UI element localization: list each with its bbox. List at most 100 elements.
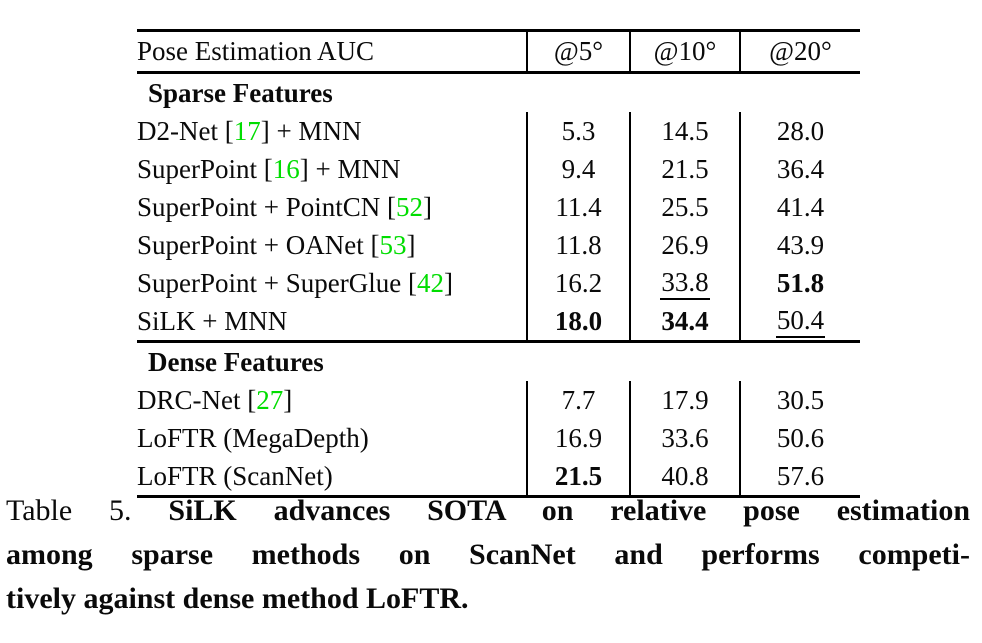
caption-text-bold: SiLK advances SOTA on relative pose esti… — [168, 494, 971, 527]
table-row-loftr-megadepth: LoFTR (MegaDepth) 16.9 33.6 50.6 — [137, 419, 860, 457]
caption-line-1: Table 5. SiLK advances SOTA on relative … — [6, 489, 970, 533]
value-cell-auc20: 51.8 — [739, 264, 860, 302]
method-cell: SuperPoint + OANet [53] — [137, 226, 527, 264]
auc20-value: 43.9 — [776, 229, 825, 260]
value-cell-auc10: 17.9 — [629, 381, 740, 419]
value-cell-auc5: 5.3 — [526, 112, 630, 150]
auc5-value: 16.9 — [554, 422, 603, 453]
auc10-value: 14.5 — [661, 115, 709, 146]
auc20-value: 30.5 — [776, 384, 825, 415]
value-cell-auc20: 50.6 — [739, 419, 860, 457]
citation-link-42[interactable]: 42 — [416, 267, 444, 298]
auc10-value-bold: 34.4 — [661, 305, 709, 336]
value-cell-auc10: 34.4 — [629, 302, 740, 342]
section-header-sparse-features: Sparse Features — [137, 73, 860, 113]
auc20-value: 57.6 — [776, 460, 825, 491]
method-cell: DRC-Net [27] — [137, 381, 527, 419]
auc5-value: 9.4 — [561, 153, 596, 184]
table-row-drcnet: DRC-Net [27] 7.7 17.9 30.5 — [137, 381, 860, 419]
method-cell: SuperPoint [16] + MNN — [137, 150, 527, 188]
value-cell-auc10: 21.5 — [629, 150, 740, 188]
caption-table-number: Table 5. — [6, 494, 132, 527]
value-cell-auc10: 25.5 — [629, 188, 740, 226]
caption-line-2: among sparse methods on ScanNet and perf… — [6, 538, 970, 571]
section-title: Dense Features — [137, 340, 860, 381]
col-header-auc-10deg: @10° — [629, 29, 740, 74]
section-title: Sparse Features — [148, 77, 333, 108]
method-name-suffix: ] — [283, 384, 293, 415]
value-cell-auc5: 16.2 — [526, 264, 630, 302]
auc5-value: 16.2 — [554, 267, 603, 298]
value-cell-auc20: 41.4 — [739, 188, 860, 226]
auc20-value: 41.4 — [776, 191, 825, 222]
auc5-value: 5.3 — [561, 115, 596, 146]
auc20-value-bold: 51.8 — [776, 267, 825, 298]
value-cell-auc5: 21.5 — [526, 457, 630, 498]
method-name: SuperPoint + OANet [ — [137, 229, 380, 260]
table-caption: Table 5. SiLK advances SOTA on relative … — [6, 489, 970, 621]
caption-line-3: tively against dense method LoFTR. — [6, 582, 469, 615]
method-cell: LoFTR (ScanNet) — [137, 457, 527, 498]
method-name: SiLK + MNN — [137, 305, 288, 336]
citation-link-52[interactable]: 52 — [396, 191, 424, 222]
value-cell-auc5: 16.9 — [526, 419, 630, 457]
citation-link-16[interactable]: 16 — [272, 153, 300, 184]
value-cell-auc10: 26.9 — [629, 226, 740, 264]
table-row-d2net-mnn: D2-Net [17] + MNN 5.3 14.5 28.0 — [137, 112, 860, 150]
citation-link-17[interactable]: 17 — [233, 115, 261, 146]
method-name-suffix: ] — [423, 191, 433, 222]
auc5-value: 11.4 — [555, 191, 602, 222]
method-cell: SiLK + MNN — [137, 302, 527, 342]
table-row-superpoint-oanet: SuperPoint + OANet [53] 11.8 26.9 43.9 — [137, 226, 860, 264]
method-name-suffix: ] + MNN — [299, 153, 401, 184]
method-cell: SuperPoint + SuperGlue [42] — [137, 264, 527, 302]
citation-link-53[interactable]: 53 — [379, 229, 407, 260]
method-name-suffix: ] — [406, 229, 416, 260]
citation-link-27[interactable]: 27 — [256, 384, 284, 415]
auc10-value: 17.9 — [661, 384, 709, 415]
auc20-value: 50.6 — [776, 422, 825, 453]
value-cell-auc20: 57.6 — [739, 457, 860, 498]
auc5-value: 11.8 — [555, 229, 602, 260]
auc10-value-underlined: 33.8 — [660, 268, 710, 300]
auc20-value: 28.0 — [776, 115, 825, 146]
method-name-suffix: ] + MNN — [260, 115, 362, 146]
table-row-silk-mnn: SiLK + MNN 18.0 34.4 50.4 — [137, 302, 860, 342]
auc5-value: 7.7 — [561, 384, 596, 415]
auc10-value: 40.8 — [661, 460, 709, 491]
value-cell-auc5: 9.4 — [526, 150, 630, 188]
auc10-value: 26.9 — [661, 229, 709, 260]
value-cell-auc10: 40.8 — [629, 457, 740, 498]
table-row-superpoint-pointcn: SuperPoint + PointCN [52] 11.4 25.5 41.4 — [137, 188, 860, 226]
auc10-value: 25.5 — [661, 191, 709, 222]
value-cell-auc20: 50.4 — [739, 302, 860, 342]
method-name: LoFTR (ScanNet) — [137, 460, 333, 491]
value-cell-auc10: 14.5 — [629, 112, 740, 150]
auc10-value: 33.6 — [661, 422, 709, 453]
value-cell-auc5: 11.4 — [526, 188, 630, 226]
value-cell-auc10: 33.6 — [629, 419, 740, 457]
method-cell: LoFTR (MegaDepth) — [137, 419, 527, 457]
value-cell-auc20: 43.9 — [739, 226, 860, 264]
value-cell-auc20: 36.4 — [739, 150, 860, 188]
table-row-superpoint-mnn: SuperPoint [16] + MNN 9.4 21.5 36.4 — [137, 150, 860, 188]
auc20-value: 36.4 — [776, 153, 825, 184]
value-cell-auc10: 33.8 — [629, 264, 740, 302]
auc10-value: 21.5 — [661, 153, 709, 184]
method-name: DRC-Net [ — [137, 384, 257, 415]
method-name: SuperPoint + PointCN [ — [137, 191, 397, 222]
pose-estimation-table: Pose Estimation AUC @5° @10° @20° Sparse… — [137, 29, 860, 498]
col-header-auc-20deg: @20° — [739, 29, 860, 74]
col-header-metric: Pose Estimation AUC — [137, 29, 527, 74]
value-cell-auc5: 18.0 — [526, 302, 630, 342]
table-header-row: Pose Estimation AUC @5° @10° @20° — [137, 29, 860, 74]
value-cell-auc5: 7.7 — [526, 381, 630, 419]
section-header-dense-features: Dense Features — [137, 340, 860, 381]
method-name: SuperPoint + SuperGlue [ — [137, 267, 417, 298]
auc5-value-bold: 18.0 — [554, 305, 603, 336]
method-name: LoFTR (MegaDepth) — [137, 422, 369, 453]
table-row-loftr-scannet: LoFTR (ScanNet) 21.5 40.8 57.6 — [137, 457, 860, 498]
method-cell: SuperPoint + PointCN [52] — [137, 188, 527, 226]
method-name: D2-Net [ — [137, 115, 234, 146]
